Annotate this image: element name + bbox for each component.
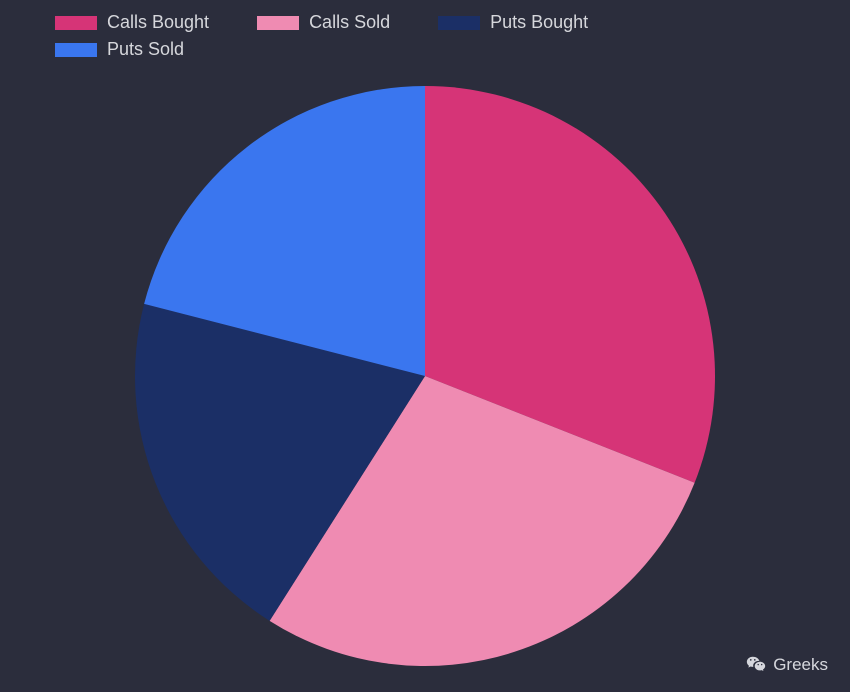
legend-item[interactable]: Calls Bought: [55, 12, 209, 33]
legend-item[interactable]: Puts Sold: [55, 39, 184, 60]
pie-wrap: [0, 84, 850, 668]
legend-label: Calls Bought: [107, 12, 209, 33]
legend-swatch: [55, 16, 97, 30]
pie-chart-container: Calls Bought Calls Sold Puts Bought Puts So…: [0, 0, 850, 692]
legend-label: Calls Sold: [309, 12, 390, 33]
wechat-icon: [745, 654, 767, 676]
legend-label: Puts Bought: [490, 12, 588, 33]
legend: Calls Bought Calls Sold Puts Bought Puts So…: [0, 10, 850, 66]
pie-chart: [133, 84, 717, 668]
legend-item[interactable]: Calls Sold: [257, 12, 390, 33]
watermark: Greeks: [745, 654, 828, 676]
legend-item[interactable]: Puts Bought: [438, 12, 588, 33]
watermark-text: Greeks: [773, 655, 828, 675]
legend-swatch: [438, 16, 480, 30]
legend-swatch: [55, 43, 97, 57]
legend-label: Puts Sold: [107, 39, 184, 60]
legend-swatch: [257, 16, 299, 30]
